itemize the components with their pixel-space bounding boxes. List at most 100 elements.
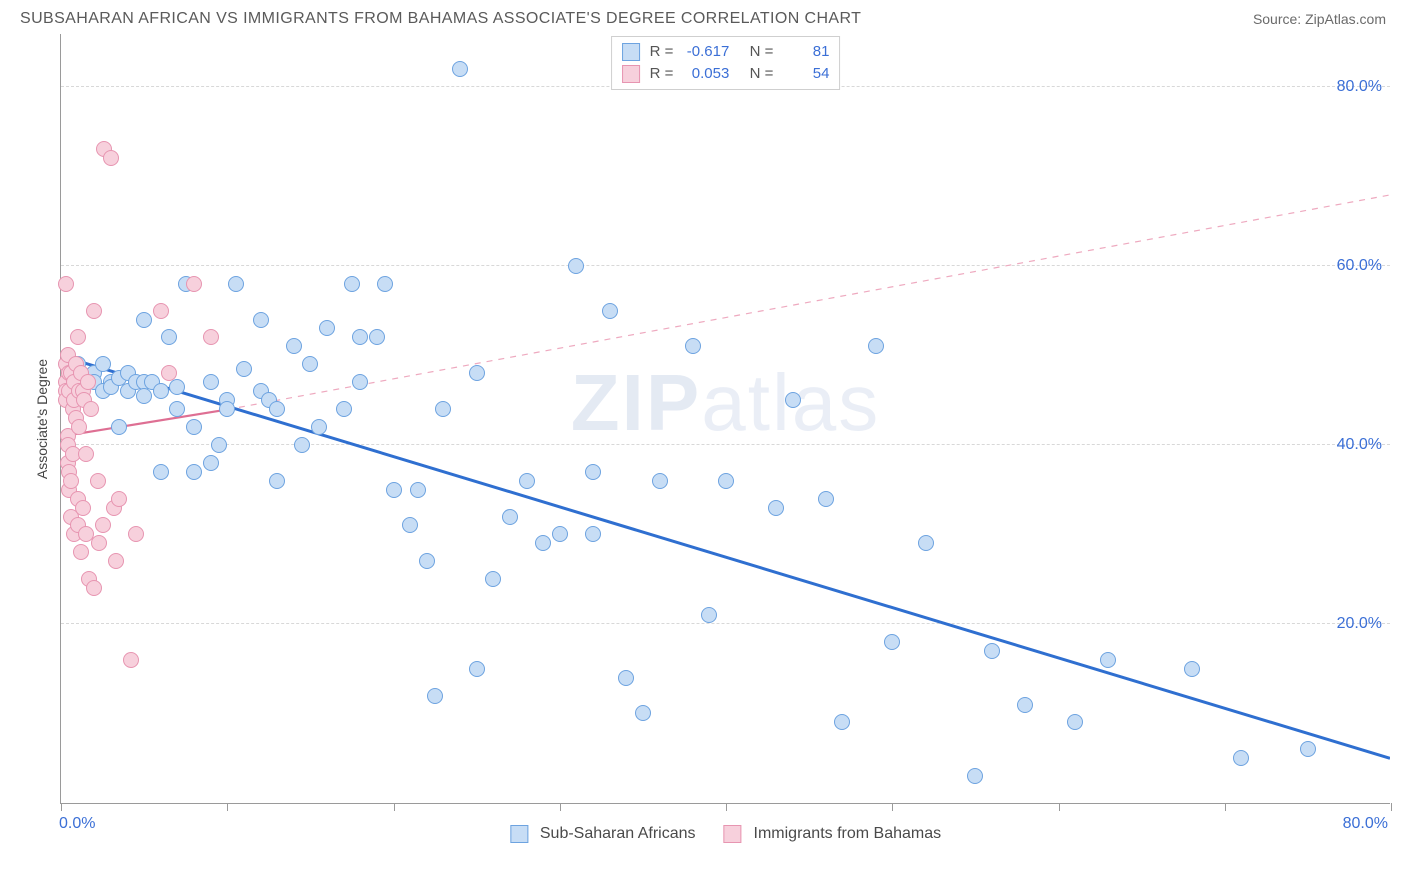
scatter-point-subsaharan (519, 473, 535, 489)
scatter-point-subsaharan (169, 401, 185, 417)
scatter-point-subsaharan (602, 303, 618, 319)
legend-item-bahamas: Immigrants from Bahamas (724, 825, 942, 843)
scatter-point-subsaharan (834, 714, 850, 730)
scatter-point-subsaharan (410, 482, 426, 498)
scatter-point-subsaharan (186, 419, 202, 435)
scatter-point-subsaharan (319, 320, 335, 336)
scatter-point-subsaharan (818, 491, 834, 507)
scatter-point-subsaharan (211, 437, 227, 453)
scatter-point-bahamas (70, 329, 86, 345)
scatter-chart: ZIPatlas R = -0.617 N = 81 R = 0.053 N =… (60, 34, 1390, 804)
x-axis-tick (61, 803, 62, 811)
scatter-point-bahamas (123, 652, 139, 668)
scatter-point-subsaharan (153, 383, 169, 399)
scatter-point-subsaharan (136, 312, 152, 328)
x-axis-tick (394, 803, 395, 811)
scatter-point-subsaharan (352, 374, 368, 390)
scatter-point-subsaharan (785, 392, 801, 408)
scatter-point-subsaharan (1300, 741, 1316, 757)
x-axis-tick (227, 803, 228, 811)
scatter-point-subsaharan (1017, 697, 1033, 713)
scatter-point-subsaharan (452, 61, 468, 77)
legend-label-bahamas: Immigrants from Bahamas (754, 825, 942, 843)
scatter-point-bahamas (80, 374, 96, 390)
swatch-subsaharan (510, 825, 528, 843)
scatter-point-bahamas (161, 365, 177, 381)
watermark: ZIPatlas (571, 357, 880, 449)
x-axis-tick (1225, 803, 1226, 811)
scatter-point-subsaharan (336, 401, 352, 417)
scatter-point-subsaharan (386, 482, 402, 498)
scatter-point-subsaharan (111, 419, 127, 435)
scatter-point-subsaharan (701, 607, 717, 623)
scatter-point-subsaharan (136, 388, 152, 404)
scatter-point-subsaharan (469, 365, 485, 381)
scatter-point-subsaharan (585, 464, 601, 480)
scatter-point-subsaharan (203, 455, 219, 471)
scatter-point-subsaharan (967, 768, 983, 784)
scatter-point-subsaharan (868, 338, 884, 354)
scatter-point-subsaharan (1233, 750, 1249, 766)
series-legend: Sub-Saharan Africans Immigrants from Bah… (510, 825, 941, 843)
correlation-row-subsaharan: R = -0.617 N = 81 (622, 41, 830, 63)
scatter-point-subsaharan (236, 361, 252, 377)
grid-line (61, 444, 1390, 445)
source-name: ZipAtlas.com (1305, 11, 1386, 27)
trend-line (227, 195, 1390, 410)
scatter-point-subsaharan (302, 356, 318, 372)
scatter-point-bahamas (73, 544, 89, 560)
x-axis-tick (726, 803, 727, 811)
scatter-point-subsaharan (344, 276, 360, 292)
scatter-point-bahamas (111, 491, 127, 507)
scatter-point-bahamas (91, 535, 107, 551)
source-attribution: Source: ZipAtlas.com (1253, 11, 1386, 27)
r-label: R = (650, 41, 674, 63)
scatter-point-subsaharan (502, 509, 518, 525)
scatter-point-bahamas (108, 553, 124, 569)
scatter-point-subsaharan (228, 276, 244, 292)
grid-line (61, 623, 1390, 624)
scatter-point-bahamas (95, 517, 111, 533)
swatch-bahamas (622, 65, 640, 83)
trend-line (61, 356, 1390, 758)
scatter-point-subsaharan (377, 276, 393, 292)
scatter-point-subsaharan (95, 356, 111, 372)
scatter-point-subsaharan (253, 312, 269, 328)
x-axis-tick (1059, 803, 1060, 811)
y-axis-title: Associate's Degree (34, 359, 50, 479)
scatter-point-bahamas (58, 276, 74, 292)
scatter-point-subsaharan (269, 473, 285, 489)
scatter-point-bahamas (186, 276, 202, 292)
r-value-bahamas: 0.053 (679, 63, 729, 85)
scatter-point-subsaharan (294, 437, 310, 453)
scatter-point-subsaharan (469, 661, 485, 677)
n-label: N = (750, 41, 774, 63)
r-value-subsaharan: -0.617 (679, 41, 729, 63)
n-label: N = (750, 63, 774, 85)
scatter-point-bahamas (63, 473, 79, 489)
scatter-point-bahamas (153, 303, 169, 319)
scatter-point-subsaharan (286, 338, 302, 354)
swatch-bahamas (724, 825, 742, 843)
scatter-point-bahamas (203, 329, 219, 345)
scatter-point-subsaharan (186, 464, 202, 480)
scatter-point-bahamas (86, 303, 102, 319)
correlation-legend: R = -0.617 N = 81 R = 0.053 N = 54 (611, 36, 841, 90)
y-axis-tick-label: 20.0% (1337, 615, 1382, 633)
scatter-point-subsaharan (618, 670, 634, 686)
scatter-point-subsaharan (169, 379, 185, 395)
scatter-point-subsaharan (585, 526, 601, 542)
scatter-point-subsaharan (685, 338, 701, 354)
x-axis-min-label: 0.0% (59, 815, 95, 833)
scatter-point-subsaharan (984, 643, 1000, 659)
scatter-point-bahamas (83, 401, 99, 417)
chart-title: SUBSAHARAN AFRICAN VS IMMIGRANTS FROM BA… (20, 10, 861, 28)
scatter-point-subsaharan (269, 401, 285, 417)
scatter-point-subsaharan (203, 374, 219, 390)
swatch-subsaharan (622, 43, 640, 61)
scatter-point-subsaharan (652, 473, 668, 489)
legend-item-subsaharan: Sub-Saharan Africans (510, 825, 696, 843)
scatter-point-subsaharan (768, 500, 784, 516)
trend-lines (61, 34, 1390, 803)
scatter-point-bahamas (103, 150, 119, 166)
